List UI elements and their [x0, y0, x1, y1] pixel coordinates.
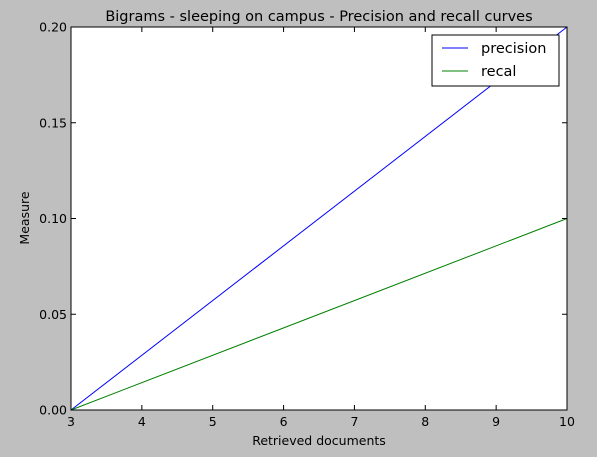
x-tick-label: 7 [350, 414, 358, 429]
x-tick-label: 3 [67, 414, 75, 429]
y-tick-label: 0.10 [39, 211, 67, 226]
y-tick-label: 0.05 [39, 307, 67, 322]
x-axis-label: Retrieved documents [252, 433, 386, 448]
legend-label-precision: precision [481, 41, 546, 57]
x-tick-label: 10 [559, 414, 575, 429]
x-tick-label: 4 [138, 414, 146, 429]
series-line-precision [70, 26, 568, 411]
y-tick-label: 0.00 [39, 403, 67, 418]
y-tick-label: 0.15 [39, 115, 67, 130]
series-layer [70, 26, 568, 411]
x-tick-label: 8 [421, 414, 429, 429]
x-tick-label: 9 [492, 414, 500, 429]
x-tick-label: 6 [280, 414, 288, 429]
series-line-recal [70, 218, 568, 411]
y-axis-label: Measure [17, 191, 32, 244]
chart-title: Bigrams - sleeping on campus - Precision… [105, 9, 532, 25]
legend-box [431, 34, 560, 87]
x-tick-label: 5 [209, 414, 217, 429]
legend: precision recal [431, 34, 560, 87]
y-tick-label: 0.20 [39, 20, 67, 35]
plot-frame [70, 26, 568, 411]
legend-label-recal: recal [481, 64, 516, 80]
